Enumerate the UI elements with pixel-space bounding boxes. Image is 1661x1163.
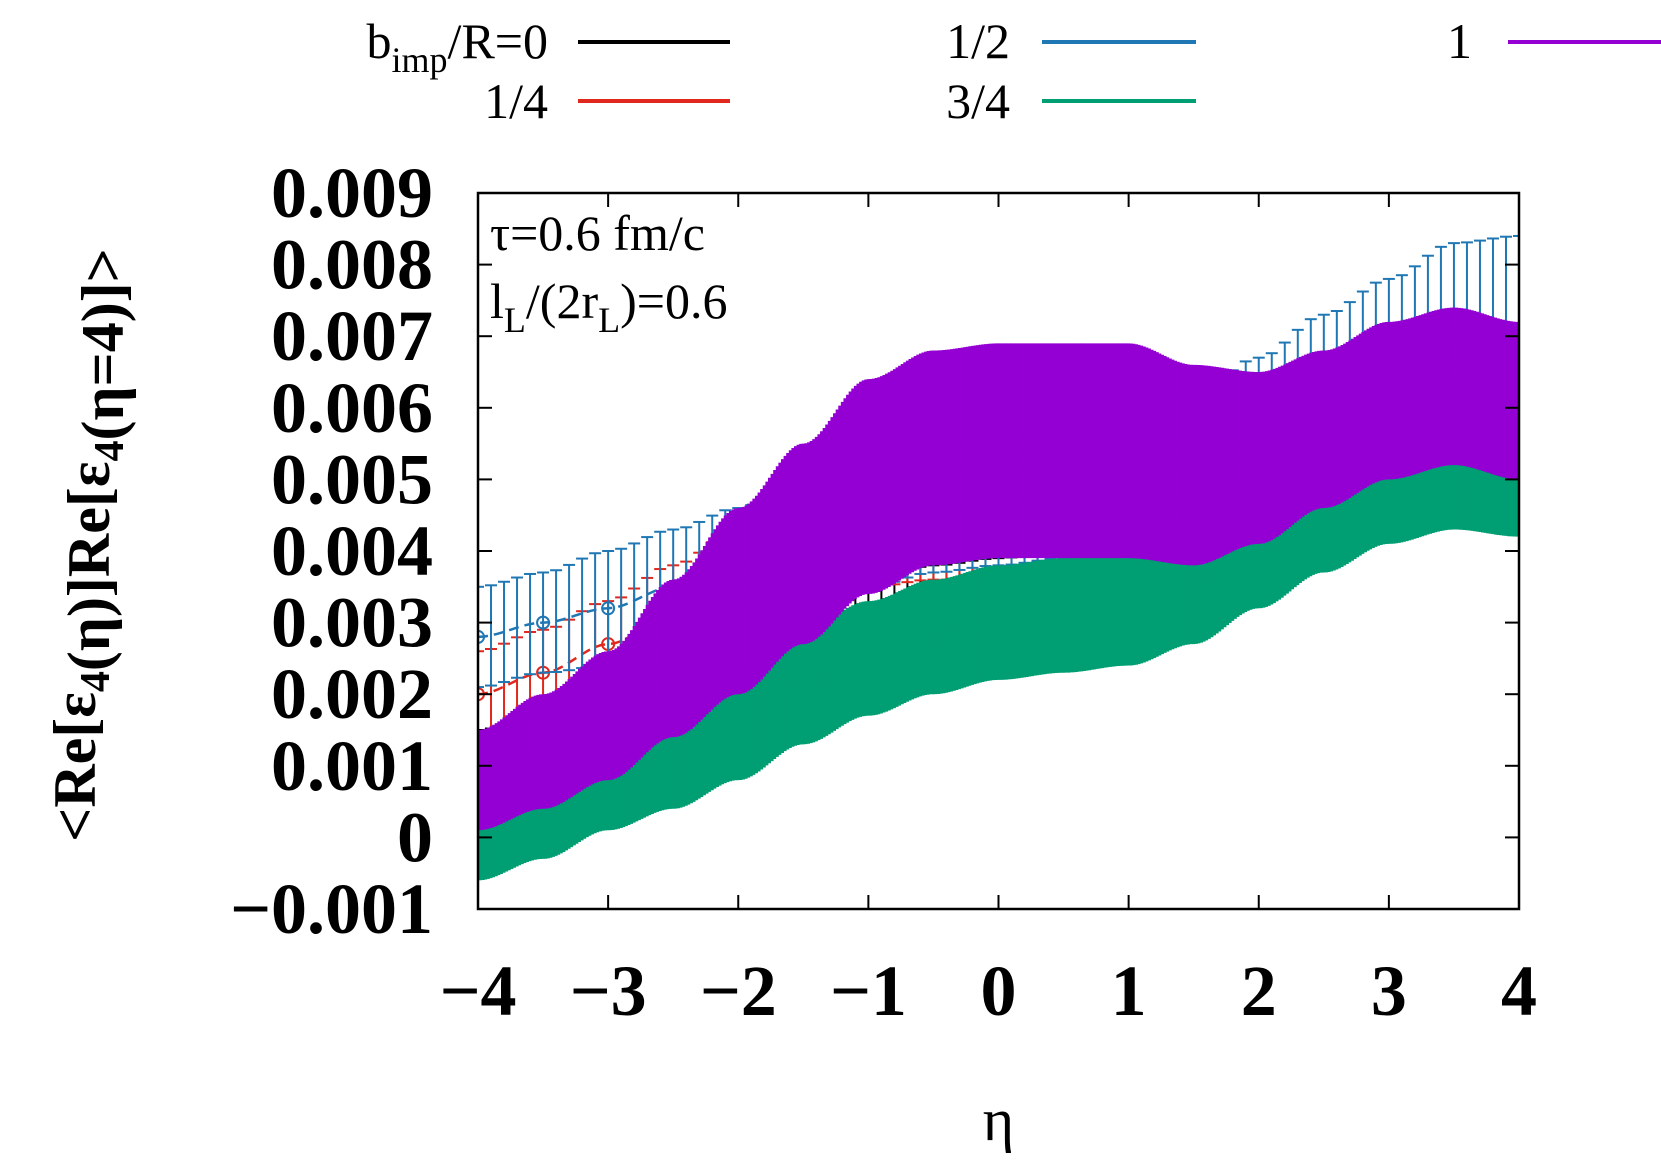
legend: bimp/R=01/4 1/23/4 1 [367, 13, 1661, 129]
data-point [536, 615, 551, 630]
data-point [601, 708, 616, 723]
data-point [666, 651, 681, 666]
legend-label: 1/2 [946, 13, 1010, 69]
data-point [1186, 572, 1201, 587]
y-tick-label: 0 [397, 797, 433, 877]
data-point [1381, 393, 1396, 408]
legend-item: bimp/R=0 [367, 13, 730, 80]
x-tick-label: 4 [1501, 951, 1537, 1031]
data-point [478, 823, 485, 838]
data-point [731, 594, 746, 609]
y-tick-label: 0.002 [271, 654, 433, 734]
y-tick-label: 0.008 [271, 225, 433, 305]
data-point [796, 680, 811, 695]
data-point [796, 536, 811, 551]
data-point [991, 443, 1006, 458]
y-tick-label: 0.005 [271, 439, 433, 519]
data-point [1121, 443, 1136, 458]
data-point [731, 715, 746, 730]
data-point [1251, 450, 1266, 465]
series-layer [478, 234, 1519, 881]
x-tick-label: 2 [1241, 951, 1277, 1031]
legend-label: bimp/R=0 [367, 13, 548, 80]
data-point [478, 773, 485, 788]
data-point [861, 479, 876, 494]
axes: 0.0090.0080.0070.0060.0050.0040.0030.002… [42, 153, 1537, 1153]
x-tick-label: 1 [1111, 951, 1147, 1031]
annotations: τ=0.6 fm/c lL/(2rL)=0.6 [490, 205, 727, 340]
data-point [926, 629, 941, 644]
data-point [1056, 608, 1071, 623]
annotation-tau: τ=0.6 fm/c [490, 205, 705, 261]
data-point [1316, 422, 1331, 437]
y-tick-label: 0.006 [271, 368, 433, 448]
legend-label: 3/4 [946, 73, 1010, 129]
x-tick-label: −4 [439, 951, 516, 1031]
legend-item: 3/4 [946, 73, 1196, 129]
legend-item: 1/2 [946, 13, 1196, 69]
x-axis-label: η [983, 1087, 1014, 1153]
y-tick-label: 0.007 [271, 296, 433, 376]
y-tick-label: 0.001 [271, 726, 433, 806]
y-tick-label: −0.001 [230, 869, 433, 949]
x-tick-label: −1 [830, 951, 907, 1031]
y-tick-label: 0.003 [271, 583, 433, 663]
data-point [1121, 601, 1136, 616]
data-point [1186, 458, 1201, 473]
x-tick-label: −2 [700, 951, 777, 1031]
legend-item: 1/4 [484, 73, 730, 129]
plot-area [478, 234, 1519, 881]
data-point [1446, 379, 1461, 394]
x-tick-label: −3 [570, 951, 647, 1031]
data-point [861, 651, 876, 666]
data-point [601, 601, 616, 616]
data-point [926, 450, 941, 465]
y-axis-label: <Re[ε4(η)]Re[ε4(η=4)]> [42, 248, 136, 842]
data-point [536, 744, 551, 759]
data-point [478, 629, 485, 644]
data-point [666, 744, 681, 759]
legend-label: 1/4 [484, 73, 548, 129]
x-tick-label: 0 [981, 951, 1017, 1031]
data-point [991, 615, 1006, 630]
x-tick-label: 3 [1371, 951, 1407, 1031]
data-point [1056, 443, 1071, 458]
legend-label: 1 [1447, 13, 1472, 69]
series-1 [478, 307, 1519, 831]
y-tick-label: 0.004 [271, 511, 433, 591]
data-point [1512, 393, 1519, 408]
legend-item: 1 [1447, 13, 1661, 69]
series-line [478, 385, 1519, 782]
annotation-ratio: lL/(2rL)=0.6 [490, 273, 727, 340]
y-tick-label: 0.009 [271, 153, 433, 233]
